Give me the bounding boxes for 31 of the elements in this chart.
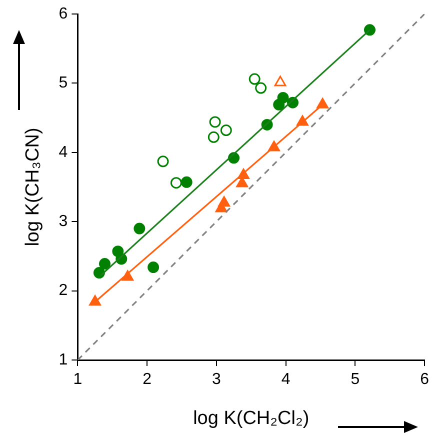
point [93, 267, 105, 279]
y-axis-title: log K(CH₃CN) [22, 128, 44, 246]
point [218, 196, 230, 207]
point [157, 156, 169, 168]
point [99, 258, 111, 270]
point [255, 82, 267, 94]
point [208, 131, 220, 143]
y-tick-label: 6 [58, 5, 68, 22]
x-tick-label: 5 [350, 371, 360, 388]
y-tick-label: 5 [58, 74, 68, 92]
x-tick-label: 2 [142, 371, 152, 388]
x-tick-label: 1 [73, 371, 82, 388]
point [148, 262, 160, 274]
y-tick-label: 1 [58, 351, 68, 368]
y-tick-label: 4 [58, 144, 68, 161]
point [134, 222, 146, 234]
point [170, 177, 182, 189]
point [248, 73, 260, 85]
point [277, 92, 289, 104]
y-tick-label: 2 [58, 282, 68, 300]
x-tick-label: 3 [212, 371, 221, 388]
point [209, 116, 221, 128]
x-axis-title: log K(CH₂Cl₂) [193, 408, 310, 429]
x-tick-label: 6 [420, 371, 430, 388]
point [89, 295, 101, 306]
y-tick-label: 3 [58, 213, 68, 230]
point [274, 76, 286, 86]
point [180, 176, 192, 188]
point [220, 124, 232, 136]
x-tick-label: 4 [281, 371, 290, 388]
point [316, 98, 329, 108]
